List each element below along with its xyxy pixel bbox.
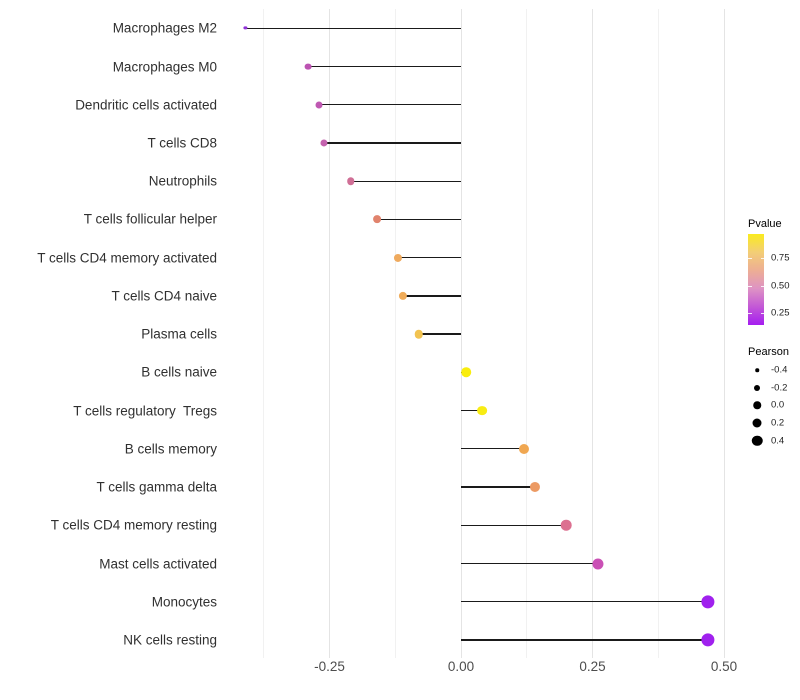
lollipop-stem: [403, 295, 461, 297]
lollipop-stem: [461, 448, 525, 450]
y-axis-label: Monocytes: [151, 594, 217, 610]
y-axis-label: Macrophages M2: [112, 20, 217, 36]
pearson-legend-label: -0.4: [771, 364, 788, 376]
lollipop-dot: [372, 215, 381, 224]
y-axis-label: Plasma cells: [141, 326, 217, 342]
lollipop-dot: [393, 253, 402, 262]
y-axis-label: Macrophages M0: [112, 59, 217, 75]
y-axis-label: T cells CD4 naive: [111, 288, 217, 304]
lollipop-stem: [324, 142, 461, 144]
y-axis-label: T cells CD8: [147, 135, 217, 151]
pearson-legend-label: -0.2: [771, 382, 788, 394]
major-gridline: [329, 9, 330, 658]
pvalue-colorbar-tick: [760, 313, 764, 315]
pvalue-legend-tick-label: 0.50: [771, 280, 790, 292]
lollipop-dot: [346, 177, 355, 185]
y-axis-label: T cells gamma delta: [96, 479, 217, 495]
y-axis-label: Mast cells activated: [99, 556, 217, 572]
pearson-legend-dot: [752, 418, 762, 428]
pearson-legend-title: Pearson: [748, 346, 789, 358]
lollipop-dot: [320, 139, 328, 147]
lollipop-stem: [245, 27, 461, 29]
pvalue-colorbar-tick: [760, 285, 764, 287]
pearson-size-legend: Pearson -0.4 -0.2 0.0 0.2 0.4: [748, 346, 800, 454]
lollipop-stem: [350, 180, 461, 182]
x-axis-tick-label: 0.00: [447, 659, 475, 674]
pvalue-colorbar-tick: [748, 257, 752, 259]
pearson-legend-dot: [755, 368, 759, 372]
pearson-legend-label: 0.2: [771, 417, 785, 429]
minor-gridline: [657, 9, 659, 658]
pvalue-legend-title: Pvalue: [748, 218, 782, 230]
pearson-legend-dot: [754, 384, 760, 391]
lollipop-dot: [243, 26, 247, 30]
y-axis-label: Neutrophils: [148, 173, 217, 189]
y-axis-label: T cells CD4 memory activated: [37, 250, 217, 266]
pvalue-colorbar: [748, 234, 764, 325]
major-gridline: [592, 9, 593, 658]
pearson-legend-dot: [751, 435, 763, 447]
lollipop-stem: [397, 257, 461, 259]
minor-gridline: [394, 9, 396, 658]
minor-gridline: [263, 9, 265, 658]
pvalue-colorbar-tick: [748, 313, 752, 315]
lollipop-stem: [376, 218, 461, 221]
y-axis-label: T cells CD4 memory resting: [50, 517, 217, 533]
pearson-legend-label: 0.4: [771, 435, 785, 447]
lollipop-stem: [318, 104, 461, 106]
y-axis-label: T cells follicular helper: [83, 211, 217, 227]
lollipop-stem: [461, 524, 567, 526]
lollipop-stem: [461, 486, 535, 488]
lollipop-stem: [461, 409, 483, 412]
pearson-legend-label: 0.0: [771, 399, 785, 411]
lollipop-dot: [414, 329, 424, 339]
y-axis-label: T cells regulatory Tregs: [73, 403, 217, 419]
lollipop-stem: [461, 601, 709, 603]
pvalue-legend-tick-label: 0.25: [771, 307, 790, 319]
lollipop-stem: [461, 562, 598, 565]
lollipop-dot: [305, 63, 312, 70]
lollipop-dot: [477, 405, 487, 416]
lollipop-dot: [701, 595, 715, 609]
lollipop-dot: [701, 633, 715, 647]
pvalue-legend-tick-label: 0.75: [771, 252, 790, 264]
pvalue-colorbar-tick: [760, 257, 764, 259]
x-axis-tick-label: 0.25: [579, 659, 606, 674]
lollipop-stem: [461, 639, 709, 641]
x-axis-tick-label: 0.50: [710, 659, 738, 674]
y-axis-label: Dendritic cells activated: [75, 97, 217, 113]
lollipop-stem: [308, 65, 461, 68]
pearson-legend-dot: [753, 401, 761, 410]
lollipop-dot: [315, 101, 323, 109]
lollipop-dot: [519, 443, 530, 454]
lollipop-dot: [560, 519, 572, 531]
lollipop-stem: [418, 333, 461, 335]
y-axis-label: B cells memory: [124, 441, 217, 457]
lollipop-dot: [461, 367, 472, 378]
y-axis-label: B cells naive: [141, 364, 217, 380]
lollipop-dot: [592, 557, 604, 570]
minor-gridline: [526, 9, 528, 658]
lollipop-dot: [399, 291, 408, 300]
pvalue-color-legend: Pvalue 0.75 0.50 0.25: [748, 218, 800, 330]
x-axis-tick-label: -0.25: [314, 659, 345, 674]
lollipop-dot: [529, 482, 540, 493]
major-gridline: [460, 9, 462, 658]
major-gridline: [723, 9, 725, 658]
y-axis-label: NK cells resting: [123, 632, 217, 648]
pvalue-colorbar-tick: [748, 285, 752, 287]
